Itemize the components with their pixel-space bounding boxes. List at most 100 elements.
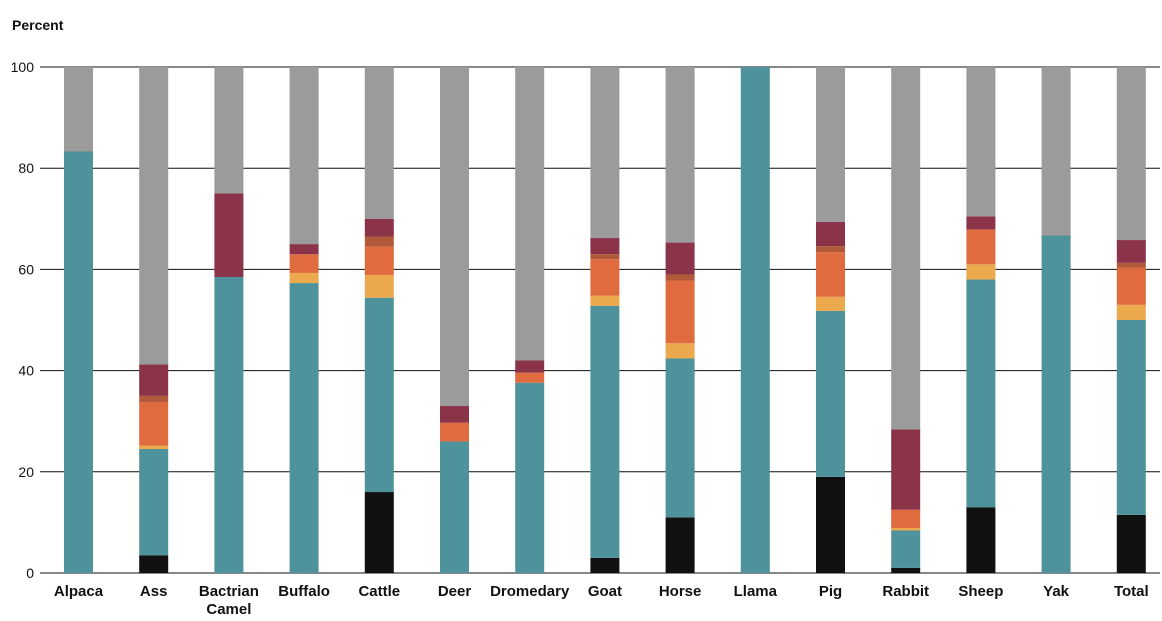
bar-segment bbox=[64, 67, 93, 152]
x-category-label: Goat bbox=[588, 583, 622, 600]
bar-segment bbox=[214, 67, 244, 194]
bar-segment bbox=[966, 507, 996, 573]
bar-segment bbox=[139, 395, 169, 402]
x-category-label: Alpaca bbox=[54, 583, 104, 600]
bar-segment bbox=[816, 310, 845, 477]
y-tick-label: 100 bbox=[11, 59, 35, 75]
bar-segment bbox=[590, 305, 620, 558]
x-category-label: Ass bbox=[140, 583, 168, 600]
bar-segment bbox=[139, 555, 169, 573]
x-category-label: Total bbox=[1114, 583, 1149, 600]
bar-segment bbox=[816, 296, 845, 311]
bar-segment bbox=[665, 517, 695, 573]
bar-segment bbox=[891, 567, 921, 573]
bar-segment bbox=[64, 151, 93, 573]
bar-segment bbox=[139, 449, 169, 556]
y-axis-label: Percent bbox=[12, 17, 64, 33]
x-category-label: Cattle bbox=[358, 583, 400, 600]
bar-segment bbox=[590, 254, 620, 260]
bar-segment bbox=[891, 530, 921, 568]
bar-segment bbox=[515, 67, 545, 361]
bar-segment bbox=[364, 492, 394, 573]
bar-segment bbox=[1116, 514, 1146, 573]
bar-segment bbox=[590, 67, 620, 239]
bar-segment bbox=[1116, 304, 1146, 320]
bar-segment bbox=[891, 509, 921, 528]
bar-segment bbox=[590, 259, 620, 296]
bar-segment bbox=[816, 246, 845, 253]
y-tick-label: 80 bbox=[18, 160, 34, 176]
bar-segment bbox=[665, 242, 695, 275]
x-category-label: Yak bbox=[1043, 583, 1070, 600]
bar-segment bbox=[440, 406, 469, 423]
bar-segment bbox=[1116, 267, 1146, 305]
bar-segment bbox=[515, 360, 545, 373]
bar-segment bbox=[966, 229, 996, 265]
bar-segment bbox=[139, 445, 169, 450]
bar-segment bbox=[891, 527, 921, 531]
bar-segment bbox=[590, 295, 620, 306]
bar-segment bbox=[289, 254, 319, 273]
bar-segment bbox=[214, 276, 244, 573]
bar-segment bbox=[364, 218, 394, 237]
bar-segment bbox=[966, 264, 996, 280]
y-tick-label: 60 bbox=[18, 261, 34, 277]
bar-segment bbox=[364, 67, 394, 219]
y-tick-label: 40 bbox=[18, 363, 34, 379]
x-category-label: Pig bbox=[819, 583, 842, 600]
bar-segment bbox=[1116, 320, 1146, 515]
bar-segment bbox=[816, 476, 845, 573]
bar-segment bbox=[1116, 67, 1146, 241]
bar-segment bbox=[440, 441, 469, 573]
bar-segment bbox=[364, 236, 394, 247]
bar-segment bbox=[1116, 262, 1146, 268]
bar-segment bbox=[590, 557, 620, 573]
bar-segment bbox=[139, 67, 169, 365]
bar-segment bbox=[816, 67, 845, 222]
x-axis-labels: Alpaca Ass Bactrian Camel Buffalo Cattle Deer D… bbox=[54, 583, 1149, 618]
bar-segment bbox=[364, 246, 394, 275]
bar-segment bbox=[665, 280, 695, 344]
bars bbox=[64, 67, 1146, 574]
bar-segment bbox=[665, 274, 695, 281]
bar-segment bbox=[1041, 235, 1071, 574]
x-category-label: Buffalo bbox=[278, 583, 330, 600]
bar-segment bbox=[364, 297, 394, 493]
bar-segment bbox=[515, 382, 545, 573]
bar-segment bbox=[440, 67, 469, 407]
bar-segment bbox=[665, 358, 695, 518]
bar-segment bbox=[816, 252, 845, 297]
bar-segment bbox=[1041, 67, 1071, 236]
bar-segment bbox=[515, 372, 545, 383]
x-category-label: Sheep bbox=[958, 583, 1003, 600]
bar-segment bbox=[665, 67, 695, 243]
bar-segment bbox=[891, 67, 921, 430]
bar-segment bbox=[966, 67, 996, 217]
bar-segment bbox=[139, 401, 169, 446]
bar-segment bbox=[966, 279, 996, 508]
y-tick-label: 0 bbox=[26, 565, 34, 581]
x-category-label: Dromedary bbox=[490, 583, 570, 600]
bar-segment bbox=[665, 343, 695, 359]
x-category-label: Deer bbox=[438, 583, 472, 600]
bar-segment bbox=[289, 283, 319, 573]
bar-segment bbox=[1116, 240, 1146, 263]
bar-segment bbox=[816, 221, 845, 247]
x-category-label: Horse bbox=[659, 583, 702, 600]
bar-segment bbox=[891, 429, 921, 510]
bar-segment bbox=[966, 216, 996, 230]
bar-segment bbox=[364, 274, 394, 298]
bar-segment bbox=[139, 364, 169, 396]
bar-segment bbox=[289, 272, 319, 284]
bar-segment bbox=[740, 67, 770, 573]
bar-segment bbox=[590, 238, 620, 255]
x-category-label: Rabbit bbox=[882, 583, 929, 600]
x-category-label: Bactrian Camel bbox=[199, 583, 259, 618]
bar-segment bbox=[289, 67, 319, 245]
bar-segment bbox=[214, 193, 244, 277]
y-axis-ticks: 0 20 40 60 80 100 bbox=[11, 59, 35, 581]
bar-segment bbox=[289, 244, 319, 255]
bar-segment bbox=[440, 422, 469, 442]
y-tick-label: 20 bbox=[18, 464, 34, 480]
